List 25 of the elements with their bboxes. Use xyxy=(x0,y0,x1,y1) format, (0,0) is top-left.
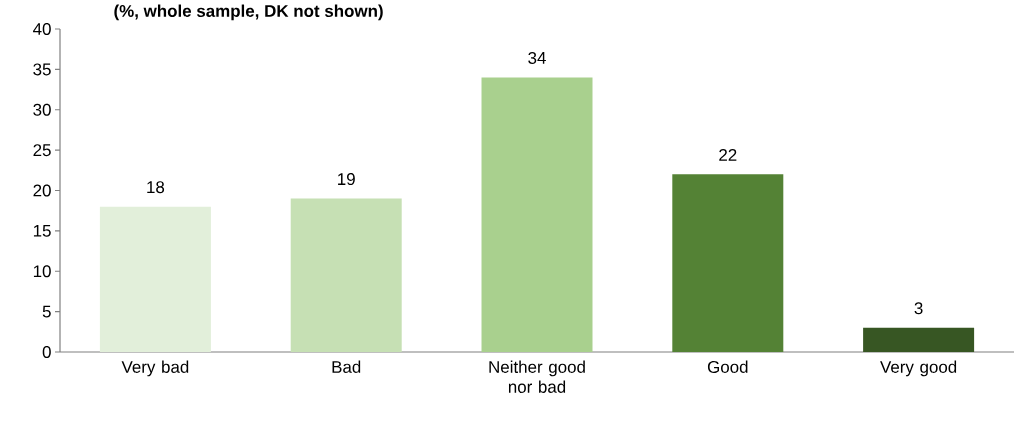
data-label: 18 xyxy=(147,181,165,194)
y-tick-label: 5 xyxy=(42,305,51,318)
y-tick-label: 10 xyxy=(33,265,51,278)
x-tick-label: Good xyxy=(707,360,748,373)
data-label: 3 xyxy=(914,302,923,315)
data-label: 19 xyxy=(338,173,355,186)
x-tick-label: Bad xyxy=(332,360,361,373)
bar xyxy=(481,77,593,352)
x-tick-label: Very bad xyxy=(121,360,189,377)
y-tick-label: 35 xyxy=(33,63,51,76)
chart-title: (%, whole sample, DK not shown) xyxy=(114,4,383,21)
y-tick-label: 25 xyxy=(33,144,51,157)
y-tick-label: 0 xyxy=(42,346,51,358)
bar xyxy=(863,327,975,352)
bar xyxy=(99,206,211,352)
x-tick-label: Very good xyxy=(880,360,957,377)
y-tick-label: 40 xyxy=(33,23,51,35)
y-tick-label: 30 xyxy=(33,103,51,116)
data-label: 22 xyxy=(719,149,737,161)
y-tick-label: 15 xyxy=(33,224,51,237)
bar xyxy=(290,198,402,352)
data-label: 34 xyxy=(528,51,546,64)
x-tick-label: Neither good nor bad xyxy=(489,360,585,393)
bar xyxy=(672,174,784,352)
y-tick-label: 20 xyxy=(33,184,51,197)
